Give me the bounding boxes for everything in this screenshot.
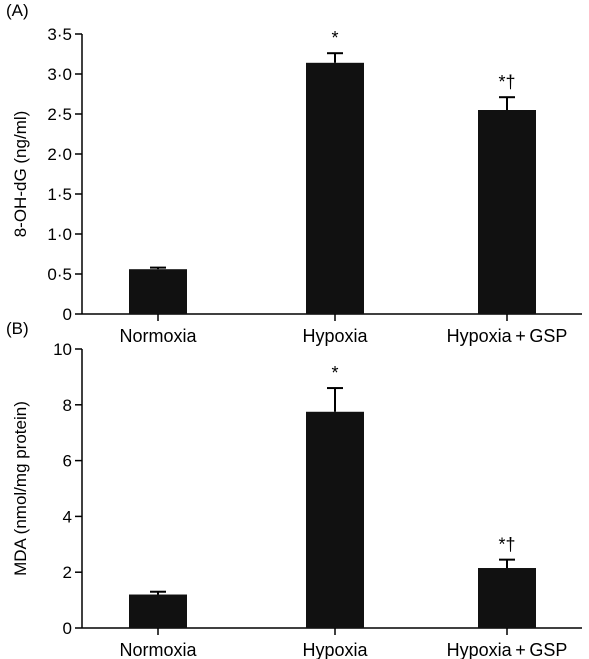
bar-normoxia bbox=[129, 594, 187, 628]
x-category-label: Normoxia bbox=[119, 326, 197, 346]
significance-label: * bbox=[331, 28, 338, 48]
y-tick-label: 0 bbox=[63, 619, 72, 638]
bar-hypoxia-gsp bbox=[478, 110, 536, 314]
y-tick-label: 8 bbox=[63, 396, 72, 415]
y-tick-label: 2·0 bbox=[47, 145, 72, 164]
bar-normoxia bbox=[129, 269, 187, 314]
y-tick-label: 4 bbox=[63, 507, 72, 526]
significance-label: * bbox=[331, 363, 338, 383]
x-category-label: Normoxia bbox=[119, 640, 197, 659]
x-category-label: Hypoxia + GSP bbox=[447, 326, 568, 346]
bar-hypoxia bbox=[306, 411, 364, 628]
x-category-label: Hypoxia bbox=[302, 326, 368, 346]
y-tick-label: 0·5 bbox=[47, 265, 72, 284]
y-tick-label: 3·0 bbox=[47, 65, 72, 84]
panel-label: (B) bbox=[6, 319, 29, 338]
y-axis-title: MDA (nmol/mg protein) bbox=[11, 401, 30, 576]
x-category-label: Hypoxia bbox=[302, 640, 368, 659]
y-tick-label: 1·0 bbox=[47, 225, 72, 244]
y-axis-title: 8-OH-dG (ng/ml) bbox=[11, 111, 30, 238]
y-tick-label: 2 bbox=[63, 563, 72, 582]
y-tick-label: 0 bbox=[63, 305, 72, 324]
bar-hypoxia-gsp bbox=[478, 568, 536, 628]
y-tick-label: 10 bbox=[53, 340, 72, 359]
y-tick-label: 1·5 bbox=[47, 185, 72, 204]
significance-label: *† bbox=[498, 72, 515, 92]
y-tick-label: 3·5 bbox=[47, 25, 72, 44]
bar-hypoxia bbox=[306, 62, 364, 314]
x-category-label: Hypoxia + GSP bbox=[447, 640, 568, 659]
y-tick-label: 2·5 bbox=[47, 105, 72, 124]
panel-label: (A) bbox=[6, 1, 29, 20]
significance-label: *† bbox=[498, 535, 515, 555]
y-tick-label: 6 bbox=[63, 452, 72, 471]
